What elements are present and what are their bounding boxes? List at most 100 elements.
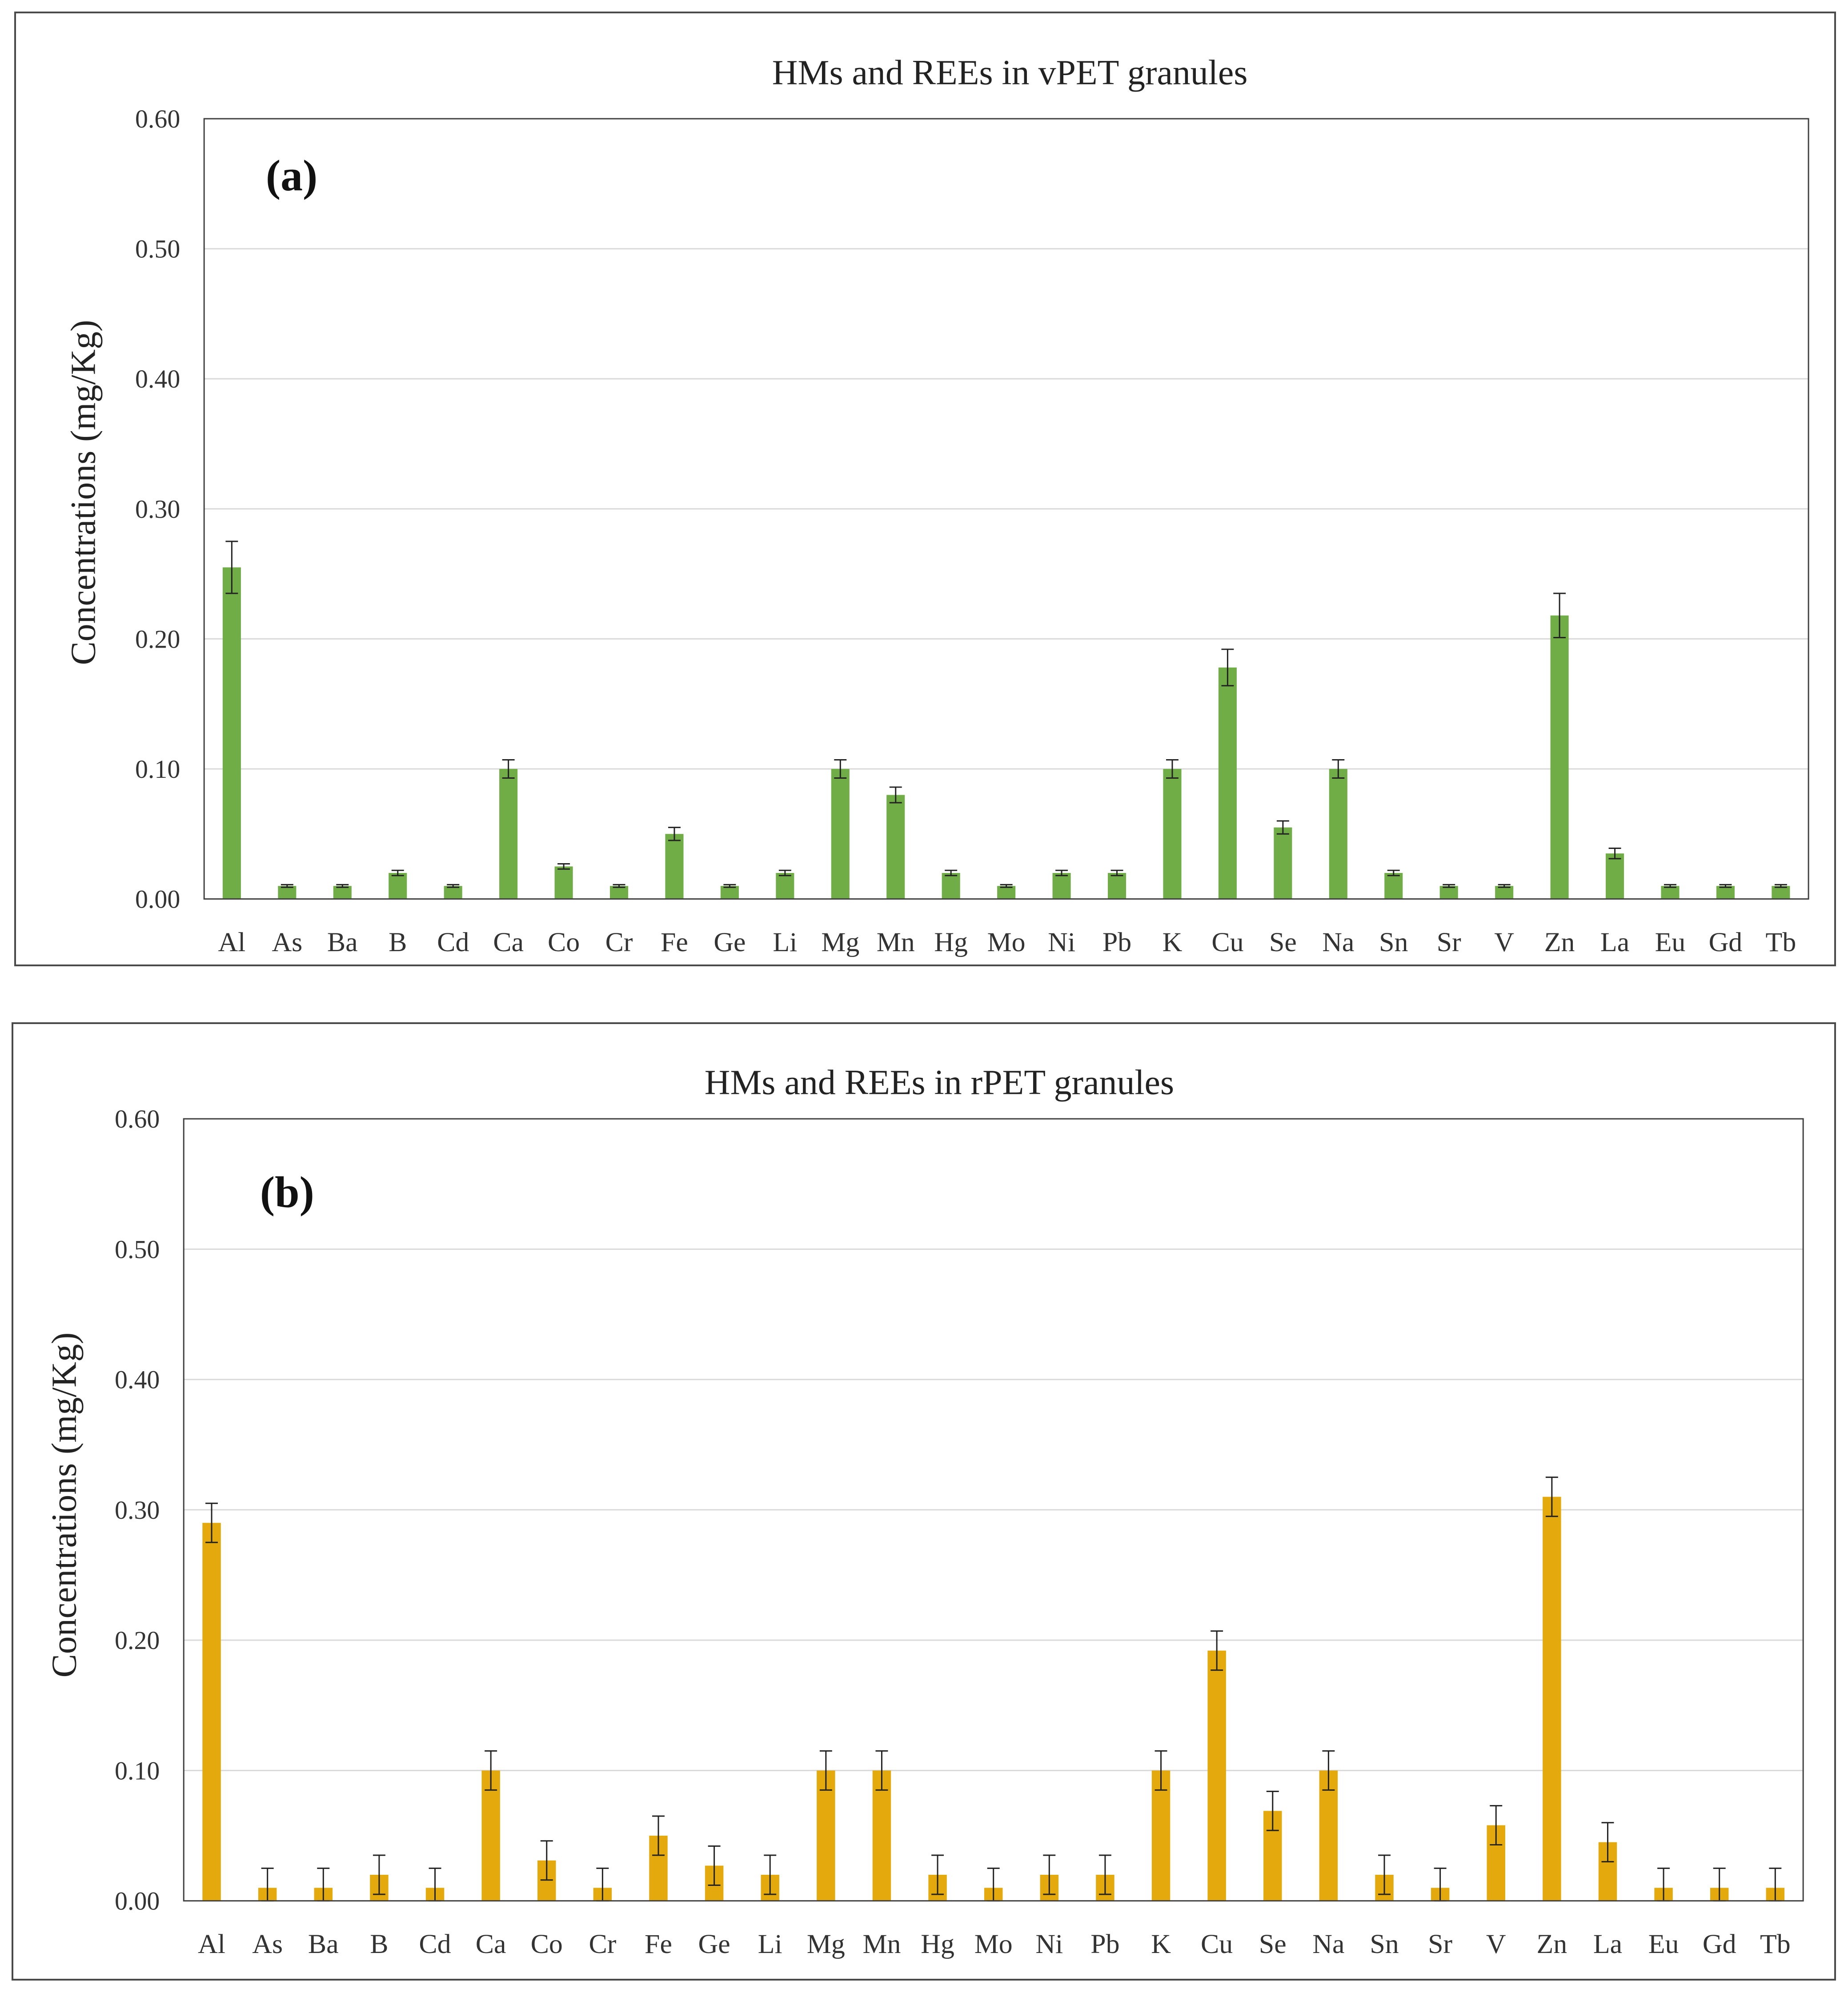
- error-bar-V: [1490, 1805, 1503, 1846]
- x-tick-label-Eu: Eu: [1648, 1929, 1679, 1959]
- bar-Pb: [1108, 873, 1126, 899]
- x-tick-label-Mg: Mg: [807, 1929, 845, 1959]
- error-bar-Ca: [502, 759, 515, 779]
- error-bar-Gd: [1719, 884, 1732, 888]
- chart-panel-b: HMs and REEs in rPET granules (b) Concen…: [12, 1022, 1836, 1981]
- error-bar-Fe: [652, 1815, 665, 1856]
- error-bar-Ni: [1055, 869, 1068, 876]
- chart-b-gridlines: [184, 1248, 1804, 1771]
- x-tick-label-Cr: Cr: [605, 927, 633, 957]
- error-bar-Na: [1332, 759, 1345, 779]
- bar-Se: [1274, 827, 1292, 899]
- x-tick-label-V: V: [1494, 927, 1514, 957]
- bar-Gd: [1716, 886, 1735, 899]
- chart-a-category-labels: Al As Ba B Cd Ca Co Cr Fe Ge Li Mg Mn Hg Mo Ni Pb K Cu Se Na…: [218, 927, 1796, 957]
- x-tick-label-Li: Li: [773, 927, 797, 957]
- error-bar-Hg: [931, 1854, 944, 1895]
- x-tick-label-La: La: [1600, 927, 1629, 957]
- error-bar-B: [391, 869, 404, 876]
- error-bar-Hg: [945, 869, 958, 876]
- bar-Na: [1319, 1770, 1338, 1901]
- bar-Li: [776, 873, 794, 899]
- error-bar-K: [1166, 759, 1179, 779]
- bar-Zn: [1543, 1497, 1561, 1901]
- x-tick-label-Co: Co: [548, 927, 580, 957]
- y-tick-label: 0.40: [115, 1365, 160, 1394]
- error-bar-Co: [540, 1840, 553, 1881]
- y-tick-label: 0.50: [135, 235, 180, 264]
- error-bar-Co: [557, 863, 570, 870]
- x-tick-label-Se: Se: [1259, 1929, 1287, 1959]
- chart-b-y-ticks: 0.00 0.10 0.20 0.30 0.40 0.50 0.60: [115, 1105, 160, 1915]
- error-bar-Cr: [613, 884, 625, 888]
- x-tick-label-Ni: Ni: [1035, 1929, 1063, 1959]
- bar-Cu: [1218, 667, 1237, 899]
- error-bar-Zn: [1553, 592, 1566, 638]
- y-tick-label: 0.50: [115, 1235, 160, 1264]
- chart-a-svg: HMs and REEs in vPET granules (a) Concen…: [64, 53, 1809, 957]
- bar-Sr: [1439, 886, 1458, 899]
- error-bar-Tb: [1774, 884, 1787, 888]
- x-tick-label-Gd: Gd: [1703, 1929, 1736, 1959]
- chart-b-category-labels: Al As Ba B Cd Ca Co Cr Fe Ge Li Mg Mn Hg Mo Ni Pb K Cu Se Na…: [198, 1929, 1791, 1959]
- bar-Ni: [1052, 873, 1071, 899]
- x-tick-label-Na: Na: [1312, 1929, 1344, 1959]
- x-tick-label-Mo: Mo: [974, 1929, 1013, 1959]
- x-tick-label-Mg: Mg: [821, 927, 859, 957]
- bar-K: [1151, 1770, 1171, 1901]
- bar-Co: [554, 866, 573, 899]
- x-tick-label-Sn: Sn: [1379, 927, 1408, 957]
- error-bar-Mo: [1000, 884, 1013, 888]
- bar-Eu: [1661, 886, 1680, 899]
- x-tick-label-Ni: Ni: [1048, 927, 1075, 957]
- bar-Fe: [665, 834, 684, 899]
- error-bar-Sn: [1387, 869, 1400, 876]
- bar-Al: [222, 567, 241, 899]
- error-bar-Pb: [1110, 869, 1123, 876]
- error-bar-B: [373, 1854, 385, 1895]
- error-bar-Cd: [447, 884, 460, 888]
- error-bar-Na: [1322, 1750, 1335, 1791]
- x-tick-label-Al: Al: [198, 1929, 225, 1959]
- error-bar-Ba: [336, 884, 349, 888]
- x-tick-label-Al: Al: [218, 927, 245, 957]
- y-tick-label: 0.40: [135, 364, 180, 393]
- x-tick-label-Ge: Ge: [714, 927, 746, 957]
- x-tick-label-K: K: [1151, 1929, 1171, 1959]
- x-tick-label-Pb: Pb: [1090, 1929, 1119, 1959]
- x-tick-label-Cd: Cd: [419, 1929, 451, 1959]
- error-bar-Mg: [819, 1750, 832, 1791]
- bar-Ba: [333, 886, 352, 899]
- x-tick-label-Pb: Pb: [1102, 927, 1131, 957]
- error-bar-La: [1601, 1822, 1614, 1863]
- error-bar-Li: [778, 869, 791, 876]
- bar-Mg: [831, 768, 850, 899]
- bar-Ge: [720, 886, 739, 899]
- x-tick-label-Sr: Sr: [1428, 1929, 1452, 1959]
- chart-a-title: HMs and REEs in vPET granules: [772, 53, 1248, 92]
- y-tick-label: 0.10: [135, 755, 180, 784]
- x-tick-label-Cd: Cd: [437, 927, 469, 957]
- x-tick-label-K: K: [1163, 927, 1183, 957]
- chart-b-svg: HMs and REEs in rPET granules (b) Concen…: [45, 1063, 1804, 1959]
- error-bar-Ca: [485, 1750, 497, 1791]
- chart-a-error-bars: [225, 540, 1787, 888]
- x-tick-label-Eu: Eu: [1655, 927, 1686, 957]
- x-tick-label-Ba: Ba: [308, 1929, 339, 1959]
- error-bar-Se: [1276, 820, 1289, 835]
- error-bar-Al: [205, 1502, 218, 1543]
- bar-Mg: [817, 1770, 835, 1901]
- x-tick-label-Mn: Mn: [877, 927, 915, 957]
- x-tick-label-Zn: Zn: [1536, 1929, 1567, 1959]
- bar-As: [278, 886, 297, 899]
- error-bar-K: [1154, 1750, 1167, 1791]
- error-bar-Al: [225, 540, 238, 594]
- y-tick-label: 0.10: [115, 1756, 160, 1785]
- chart-b-y-axis-label: Concentrations (mg/Kg): [45, 1333, 84, 1678]
- chart-a-panel-label: (a): [266, 151, 317, 200]
- x-tick-label-B: B: [389, 927, 407, 957]
- bar-Cu: [1207, 1650, 1226, 1901]
- error-bar-Li: [764, 1854, 777, 1895]
- x-tick-label-As: As: [252, 1929, 283, 1959]
- x-tick-label-Ba: Ba: [327, 927, 358, 957]
